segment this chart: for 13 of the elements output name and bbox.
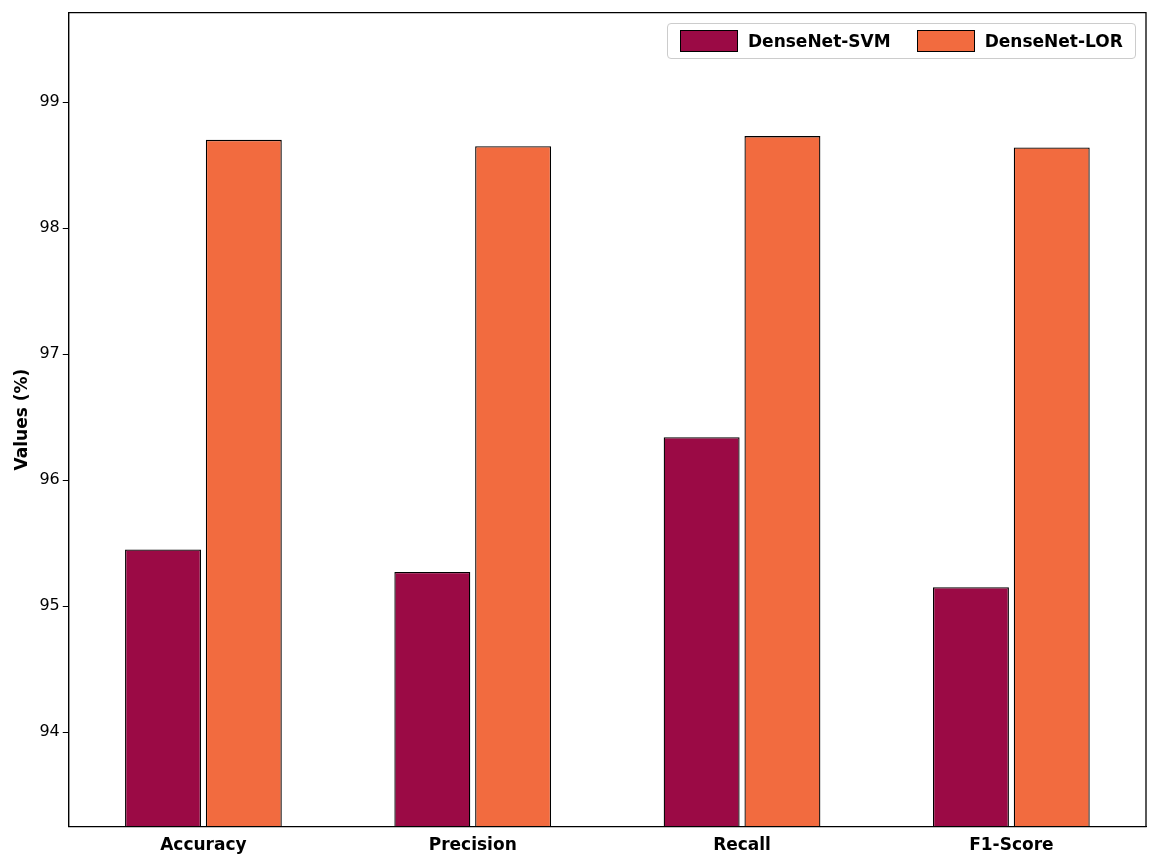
x-tick-label: Precision bbox=[428, 834, 517, 855]
x-tick-label: F1-Score bbox=[969, 834, 1054, 855]
y-tick-label: 94 bbox=[39, 721, 60, 741]
y-tick-label: 97 bbox=[39, 343, 60, 363]
x-tick-label: Accuracy bbox=[160, 834, 247, 855]
legend-label: DenseNet-LOR bbox=[984, 30, 1123, 51]
y-tick-label: 95 bbox=[39, 595, 60, 615]
y-tick-label: 96 bbox=[39, 469, 60, 489]
y-tick-label: 98 bbox=[39, 217, 60, 237]
y-tick-label: 99 bbox=[39, 91, 60, 111]
y-axis-title: Values (%) bbox=[10, 368, 31, 471]
legend-label: DenseNet-SVM bbox=[748, 30, 891, 51]
x-tick-label: Recall bbox=[713, 834, 771, 855]
